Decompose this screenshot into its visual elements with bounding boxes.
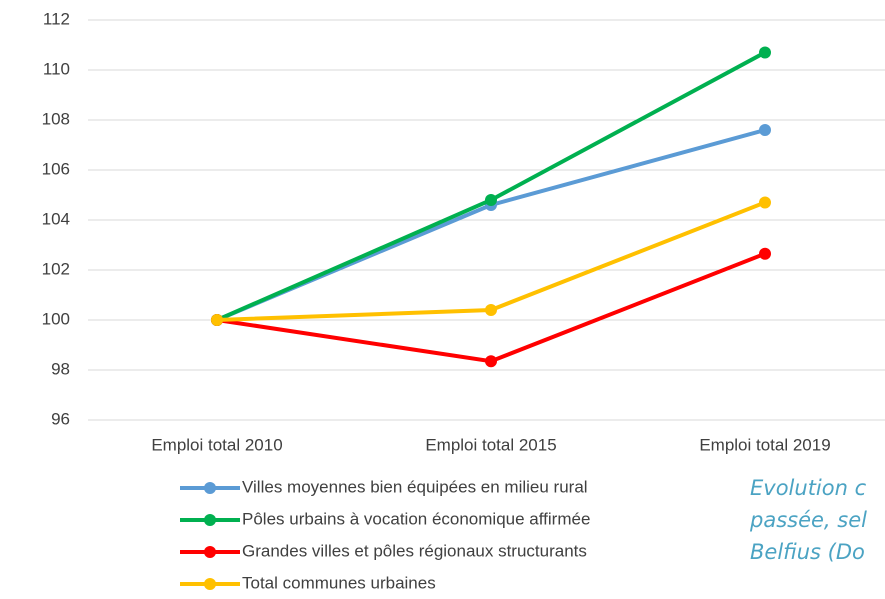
y-tick-label: 108 [42,109,70,128]
point [211,314,223,326]
series-line [216,50,766,322]
annotation: passée, sel [749,508,867,532]
series-line [216,128,766,322]
point [759,46,771,59]
y-tick-label: 102 [42,259,70,278]
annotation: Evolution c [750,476,867,500]
legend-marker [204,546,216,558]
legend-marker [204,578,216,590]
legend-label: Pôles urbains à vocation économique affi… [242,509,590,528]
point [485,355,497,368]
legend-marker [204,482,216,494]
legend-label: Villes moyennes bien équipées en milieu … [242,477,588,496]
point [485,304,497,316]
legend-label: Total communes urbaines [242,573,436,592]
x-tick-label: Emploi total 2019 [699,435,830,454]
y-tick-label: 100 [42,309,70,328]
legend-label: Grandes villes et pôles régionaux struct… [242,541,587,560]
y-tick-label: 110 [43,59,70,78]
point [485,194,497,206]
legend-marker [204,514,216,526]
y-tick-label: 104 [42,209,70,228]
point [759,124,771,136]
y-tick-label: 106 [42,159,70,178]
point [759,196,771,209]
point [759,247,771,260]
x-tick-label: Emploi total 2010 [151,435,282,454]
annotation: Belfius (Do [750,540,865,564]
y-tick-label: 96 [51,409,70,428]
y-tick-label: 112 [43,9,70,28]
y-tick-label: 98 [51,359,70,378]
x-tick-label: Emploi total 2015 [425,435,556,454]
